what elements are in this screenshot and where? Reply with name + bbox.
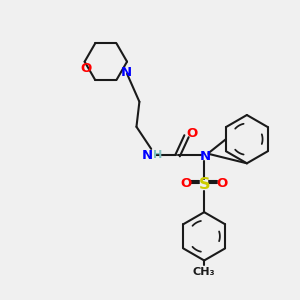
Text: O: O [80, 62, 91, 75]
Text: O: O [180, 177, 191, 190]
Text: N: N [200, 150, 211, 163]
Text: CH₃: CH₃ [193, 267, 215, 277]
Text: N: N [121, 66, 132, 79]
Text: O: O [217, 177, 228, 190]
Text: S: S [198, 177, 210, 192]
Text: O: O [186, 127, 197, 140]
Text: N: N [142, 149, 153, 162]
Text: H: H [153, 150, 163, 161]
